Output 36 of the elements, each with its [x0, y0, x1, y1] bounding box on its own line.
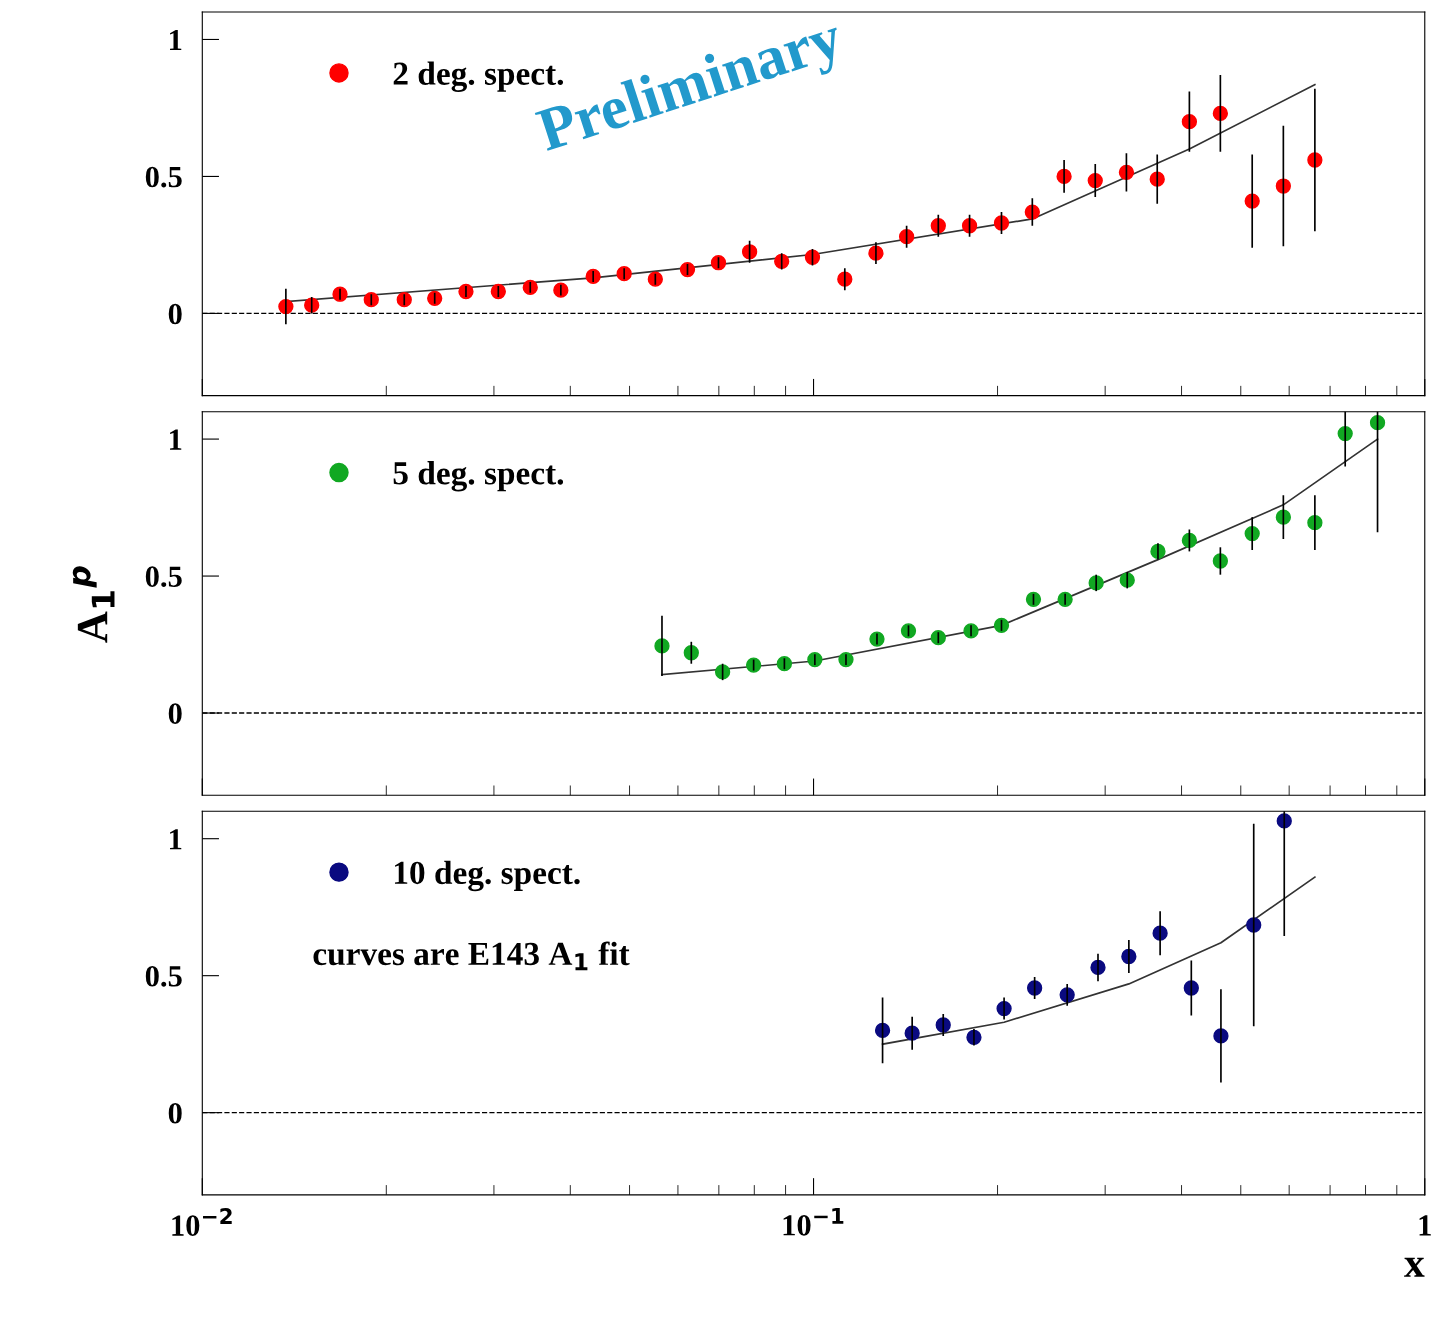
y-tick-label: 0	[168, 1102, 182, 1124]
point	[1181, 114, 1198, 130]
point	[1118, 164, 1135, 180]
point	[679, 261, 696, 278]
y-tick-label: 1	[170, 829, 182, 850]
point	[1181, 532, 1198, 549]
point	[993, 617, 1010, 634]
point	[710, 255, 727, 271]
annotation: curves are E143 A$_{1}$ fit	[313, 941, 630, 971]
point	[900, 623, 917, 639]
y-tick-label: 0.5	[145, 965, 182, 987]
point	[745, 657, 762, 673]
point	[714, 664, 731, 680]
x-tick-label: 10$^{−1}$	[783, 1208, 844, 1236]
point	[1212, 105, 1229, 122]
legend-label: 5 deg. spect.	[393, 461, 564, 492]
x-axis-title: x	[1404, 1257, 1425, 1277]
y-tick-label: 1	[170, 429, 182, 450]
point	[741, 244, 758, 260]
point	[1025, 591, 1042, 607]
point	[1369, 415, 1386, 431]
point	[874, 1022, 891, 1039]
x-tick-label: 1	[1419, 1215, 1431, 1236]
y-tick-label: 0	[168, 303, 182, 325]
point	[804, 249, 821, 265]
point	[776, 656, 793, 672]
point	[961, 218, 978, 234]
y-tick-label: 0.5	[145, 566, 182, 588]
y-tick-label: 0.5	[145, 166, 182, 188]
point	[1275, 509, 1291, 525]
y-tick-label: 1	[170, 29, 182, 51]
legend-label: 10 deg. spect.	[394, 860, 580, 892]
y-tick-label: 0	[168, 703, 182, 724]
y-axis-title: A$_{1}$$^{p}$	[72, 566, 115, 643]
x-tick-label: 10$^{−2}$	[172, 1208, 232, 1236]
point	[898, 229, 915, 245]
